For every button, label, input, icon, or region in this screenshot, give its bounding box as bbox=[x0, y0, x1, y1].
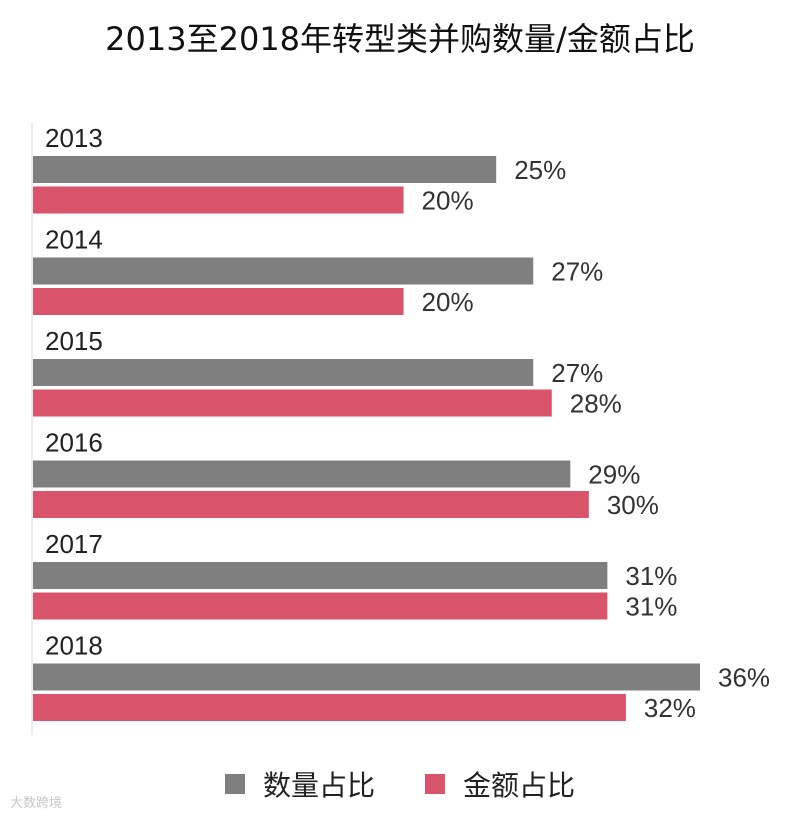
bar-2017-count bbox=[33, 562, 608, 589]
data-label-2018-count: 36% bbox=[718, 663, 770, 693]
category-label-2013: 2013 bbox=[45, 123, 103, 153]
data-label-2015-amount: 28% bbox=[570, 389, 622, 419]
legend-item-count: 数量占比 bbox=[224, 764, 375, 804]
data-label-2013-count: 25% bbox=[514, 155, 566, 185]
category-label-2016: 2016 bbox=[45, 428, 103, 458]
category-label-2018: 2018 bbox=[45, 631, 103, 661]
data-label-2013-amount: 20% bbox=[422, 186, 474, 216]
data-label-2015-count: 27% bbox=[551, 358, 603, 388]
category-label-2017: 2017 bbox=[45, 529, 103, 559]
watermark: 大数跨境 bbox=[10, 796, 63, 811]
bar-2018-amount bbox=[33, 694, 626, 721]
category-label-2014: 2014 bbox=[45, 225, 103, 255]
bars-group: 201325%20%201427%20%201527%28%201629%30%… bbox=[33, 123, 770, 723]
legend-swatch-count bbox=[224, 774, 245, 794]
bar-2013-amount bbox=[33, 186, 404, 214]
data-label-2017-amount: 31% bbox=[625, 592, 677, 622]
data-label-2016-count: 29% bbox=[588, 460, 640, 490]
bar-2015-count bbox=[33, 359, 534, 386]
bar-2018-count bbox=[33, 663, 700, 691]
legend-swatch-amount bbox=[425, 774, 445, 794]
bar-2016-count bbox=[33, 460, 571, 488]
bar-2017-amount bbox=[33, 592, 608, 620]
legend-item-amount: 金额占比 bbox=[425, 764, 575, 804]
data-label-2018-amount: 32% bbox=[644, 693, 696, 723]
bar-2014-count bbox=[33, 257, 534, 285]
bar-2016-amount bbox=[33, 491, 589, 518]
legend-label-count: 数量占比 bbox=[262, 769, 375, 802]
legend: 数量占比 金额占比 bbox=[0, 764, 800, 804]
bar-2013-count bbox=[33, 156, 497, 183]
bar-2014-amount bbox=[33, 288, 404, 315]
legend-label-amount: 金额占比 bbox=[463, 769, 576, 802]
data-label-2014-count: 27% bbox=[551, 257, 603, 287]
data-label-2017-count: 31% bbox=[625, 561, 677, 591]
chart-title: 2013至2018年转型类并购数量/金额占比 bbox=[105, 20, 695, 58]
bar-2015-amount bbox=[33, 389, 552, 417]
data-label-2014-amount: 20% bbox=[422, 287, 474, 317]
data-label-2016-amount: 30% bbox=[607, 490, 659, 520]
category-label-2015: 2015 bbox=[45, 326, 103, 356]
